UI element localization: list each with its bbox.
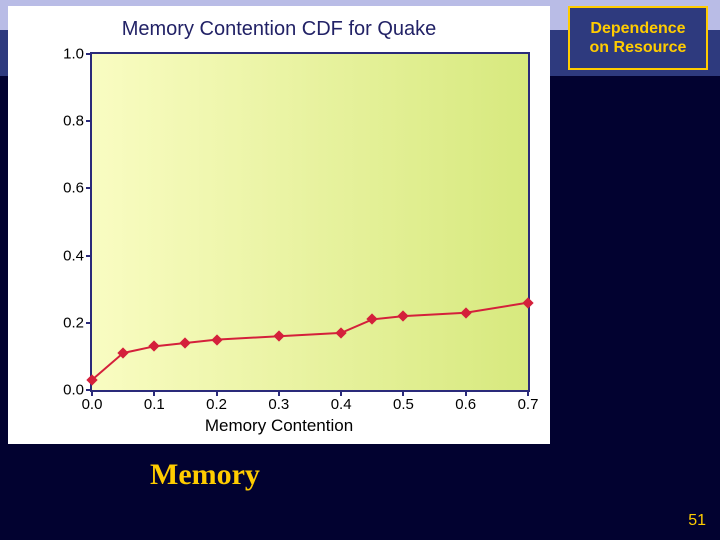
line-series — [92, 54, 528, 390]
slide-caption: Memory — [150, 458, 260, 492]
badge-line2: on Resource — [590, 39, 687, 56]
badge-line1: Dependence — [590, 20, 685, 37]
chart-title: Memory Contention CDF for Quake — [8, 18, 550, 41]
chart-panel: Memory Contention CDF for Quake Probabil… — [8, 6, 550, 444]
page-number: 51 — [688, 512, 706, 530]
header-badge: Dependence on Resource — [568, 6, 708, 70]
x-axis-label: Memory Contention — [8, 416, 550, 436]
plot-area: 0.00.20.40.60.81.00.00.10.20.30.40.50.60… — [90, 52, 530, 392]
